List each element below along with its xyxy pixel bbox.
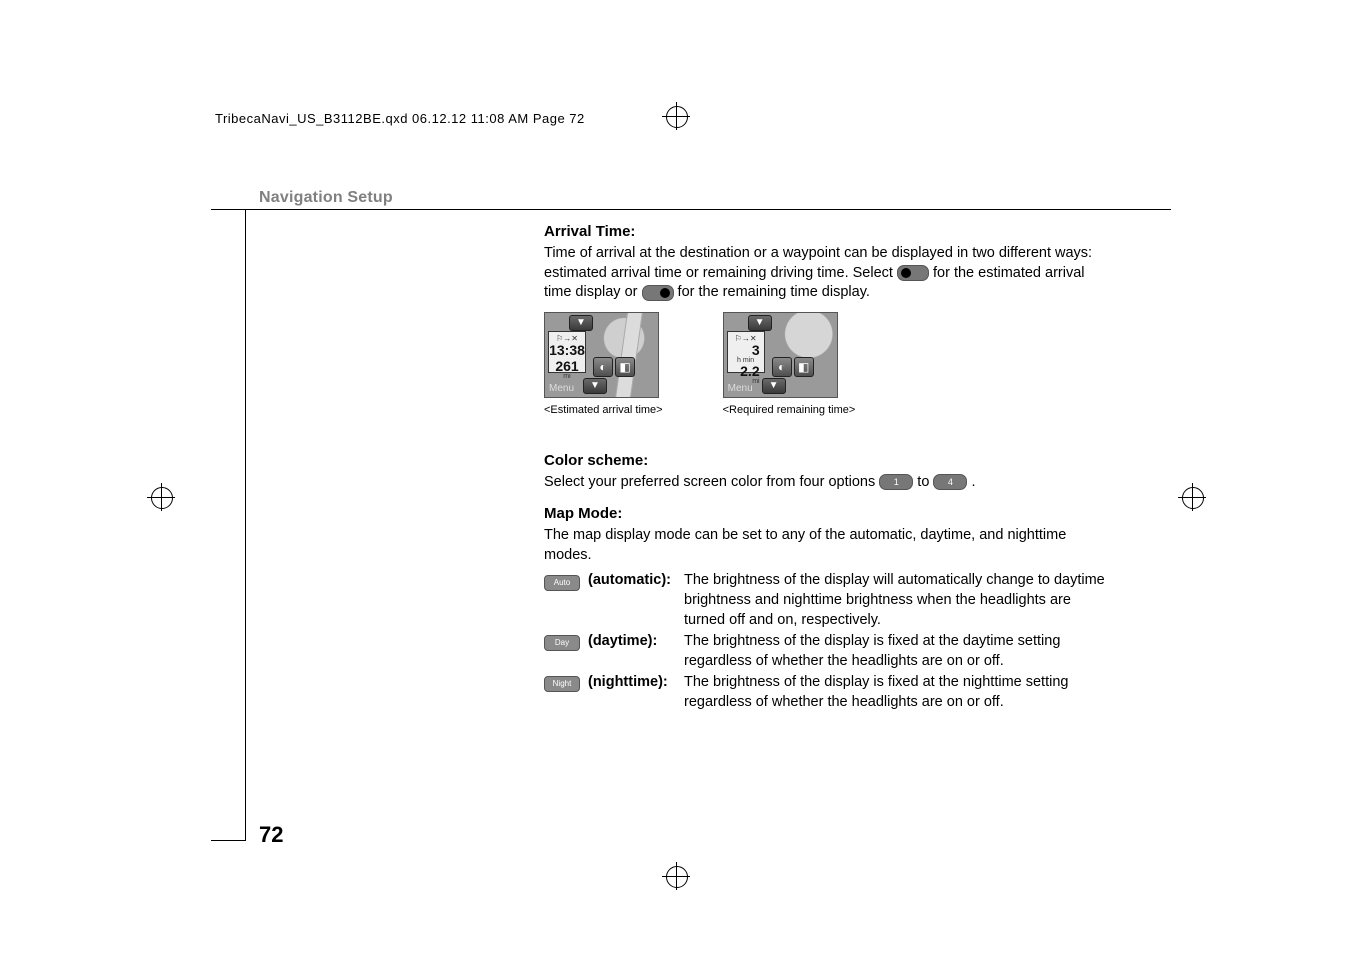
map-mode-block: Map Mode: The map display mode can be se… bbox=[544, 504, 1114, 714]
distance-value: 261 bbox=[549, 359, 585, 373]
section-title: Navigation Setup bbox=[259, 189, 393, 207]
map-intro: The map display mode can be set to any o… bbox=[544, 526, 1114, 565]
crop-mark-icon bbox=[0, 2, 1, 62]
page-number: 72 bbox=[259, 822, 283, 848]
night-pill-icon: Night bbox=[544, 676, 580, 692]
arrival-heading: Arrival Time: bbox=[544, 222, 1104, 242]
registration-mark-icon bbox=[1178, 483, 1206, 511]
mode-label: (daytime): bbox=[588, 633, 657, 649]
registration-mark-icon bbox=[147, 483, 175, 511]
day-pill-icon: Day bbox=[544, 635, 580, 651]
text: Select your preferred screen color from … bbox=[544, 474, 879, 490]
mode-button-icon: ◐ bbox=[593, 357, 613, 377]
nav-screenshot: ▼ ⚐→✕ 13:38 261 mi ◐ ◧ ▼ Menu bbox=[544, 312, 659, 398]
mode-label: (automatic): bbox=[588, 572, 671, 588]
text: to bbox=[917, 474, 933, 490]
mode-desc: The brightness of the display will autom… bbox=[684, 571, 1114, 630]
menu-label: Menu bbox=[728, 383, 753, 394]
arrival-time-block: Arrival Time: Time of arrival at the des… bbox=[544, 222, 1104, 311]
mode-desc: The brightness of the display is fixed a… bbox=[684, 673, 1114, 712]
down-arrow-icon: ▼ bbox=[583, 378, 607, 394]
auto-pill-icon: Auto bbox=[544, 575, 580, 591]
crop-mark-icon bbox=[0, 1, 60, 2]
divider bbox=[211, 840, 246, 841]
mode-desc: The brightness of the display is fixed a… bbox=[684, 632, 1114, 671]
mode-button-icon: ◧ bbox=[794, 357, 814, 377]
arrival-time-value: 13:38 bbox=[549, 343, 585, 357]
info-panel: ⚐→✕ 13:38 261 mi bbox=[548, 331, 586, 373]
mode-button-icon: ◧ bbox=[615, 357, 635, 377]
nav-screenshot: ▼ ⚐→✕ 3 h min 2.2 mi ◐ ◧ ▼ Menu bbox=[723, 312, 838, 398]
map-heading: Map Mode: bbox=[544, 504, 1114, 524]
screenshot-row: ▼ ⚐→✕ 13:38 261 mi ◐ ◧ ▼ Menu <Estimated… bbox=[544, 312, 855, 416]
distance-value: 2.2 bbox=[728, 364, 764, 378]
hours-value: 3 bbox=[728, 343, 764, 357]
text: for the remaining time display. bbox=[678, 284, 870, 300]
color-option-4-icon: 4 bbox=[933, 474, 967, 490]
down-arrow-icon: ▼ bbox=[762, 378, 786, 394]
caption: <Required remaining time> bbox=[723, 404, 856, 416]
caption: <Estimated arrival time> bbox=[544, 404, 663, 416]
divider bbox=[245, 209, 246, 840]
menu-label: Menu bbox=[549, 383, 574, 394]
color-heading: Color scheme: bbox=[544, 451, 1104, 471]
up-arrow-icon: ▼ bbox=[569, 315, 593, 331]
up-arrow-icon: ▼ bbox=[748, 315, 772, 331]
map-mode-row: Auto (automatic): The brightness of the … bbox=[544, 571, 1114, 630]
arrival-body: Time of arrival at the destination or a … bbox=[544, 244, 1104, 303]
color-scheme-block: Color scheme: Select your preferred scre… bbox=[544, 451, 1104, 493]
toggle-left-icon bbox=[897, 265, 929, 281]
distance-unit: mi bbox=[549, 373, 585, 380]
map-mode-row: Night (nighttime): The brightness of the… bbox=[544, 673, 1114, 712]
map-mode-row: Day (daytime): The brightness of the dis… bbox=[544, 632, 1114, 671]
mode-button-icon: ◐ bbox=[772, 357, 792, 377]
registration-mark-icon bbox=[662, 102, 690, 130]
color-option-1-icon: 1 bbox=[879, 474, 913, 490]
text: . bbox=[971, 474, 975, 490]
color-body: Select your preferred screen color from … bbox=[544, 473, 1104, 493]
print-header: TribecaNavi_US_B3112BE.qxd 06.12.12 11:0… bbox=[215, 111, 585, 126]
mode-label: (nighttime): bbox=[588, 674, 668, 690]
screenshot-remaining: ▼ ⚐→✕ 3 h min 2.2 mi ◐ ◧ ▼ Menu <Require… bbox=[723, 312, 856, 416]
divider bbox=[211, 209, 1171, 210]
registration-mark-icon bbox=[662, 862, 690, 890]
toggle-right-icon bbox=[642, 285, 674, 301]
screenshot-estimated: ▼ ⚐→✕ 13:38 261 mi ◐ ◧ ▼ Menu <Estimated… bbox=[544, 312, 663, 416]
info-panel: ⚐→✕ 3 h min 2.2 mi bbox=[727, 331, 765, 373]
